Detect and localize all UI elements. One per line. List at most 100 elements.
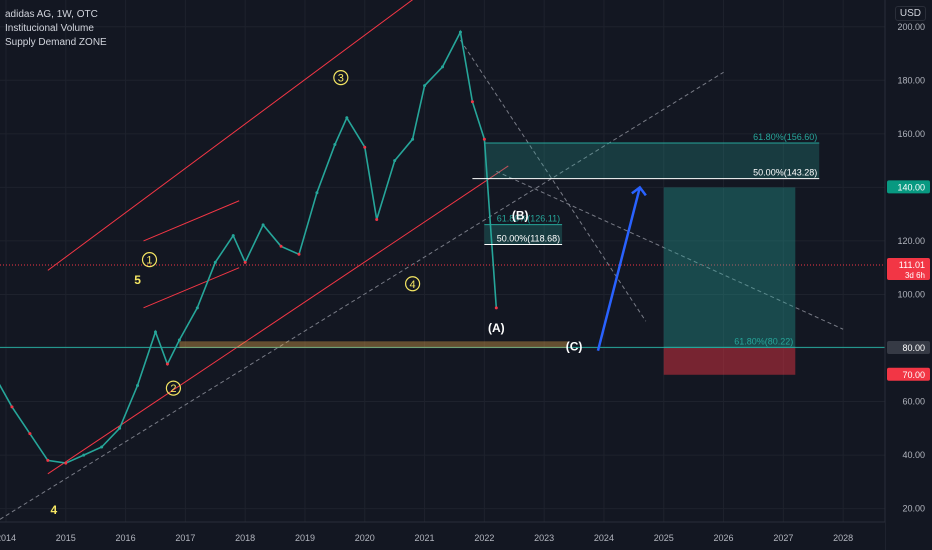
x-tick-label: 2021 bbox=[415, 533, 435, 543]
price-point bbox=[195, 306, 199, 310]
price-point bbox=[231, 234, 235, 238]
fib-label: 61.80%(156.60) bbox=[753, 132, 817, 142]
zone-rect bbox=[484, 224, 563, 245]
x-tick-label: 2026 bbox=[714, 533, 734, 543]
wedge-lower-line bbox=[143, 267, 240, 309]
x-tick-label: 2025 bbox=[654, 533, 674, 543]
channel-lower-line bbox=[47, 165, 509, 475]
x-tick-label: 2014 bbox=[0, 533, 16, 543]
wave-label: 3 bbox=[338, 73, 344, 85]
demand-zones bbox=[179, 142, 820, 375]
y-tick-label: 60.00 bbox=[902, 397, 925, 407]
price-point bbox=[315, 191, 319, 195]
price-point bbox=[411, 137, 415, 141]
wave-label: 2 bbox=[170, 383, 176, 395]
price-point bbox=[153, 330, 157, 334]
price-tag-label: 70.00 bbox=[902, 370, 925, 380]
zone-rect bbox=[663, 348, 796, 375]
wave-circle bbox=[141, 252, 158, 268]
y-tick-label: 120.00 bbox=[897, 236, 925, 246]
wave-circle bbox=[333, 70, 349, 86]
price-point bbox=[177, 338, 181, 342]
x-tick-label: 2028 bbox=[833, 533, 853, 543]
x-tick-label: 2023 bbox=[534, 533, 554, 543]
price-point bbox=[482, 137, 486, 141]
price-tag-label: 111.01 bbox=[899, 260, 925, 270]
wave-labels: 12345(A)(B)(C)54 bbox=[50, 70, 583, 517]
wave-circle bbox=[405, 276, 421, 292]
price-point bbox=[423, 84, 427, 88]
price-point bbox=[375, 218, 379, 222]
fib-label: 61.80%(80.22) bbox=[734, 336, 793, 346]
dashed-projection-line bbox=[460, 39, 647, 322]
x-tick-label: 2017 bbox=[175, 533, 195, 543]
wave-label: (C) bbox=[566, 340, 583, 354]
y-tick-label: 40.00 bbox=[902, 450, 925, 460]
fib-levels: 61.80%(156.60) 50.00%(143.28) 61.80%(126.1… bbox=[472, 132, 820, 348]
channel-upper-line bbox=[47, 0, 414, 271]
price-point bbox=[82, 453, 86, 457]
price-tag bbox=[887, 367, 930, 381]
dashed-projection-line-2 bbox=[496, 170, 844, 330]
price-tag-sub: 3d 6h bbox=[905, 271, 925, 280]
price-tag-label: 80.00 bbox=[902, 343, 925, 353]
x-tick-label: 2018 bbox=[235, 533, 255, 543]
price-point bbox=[165, 362, 169, 366]
price-series bbox=[0, 29, 498, 465]
indicator-label-zone[interactable]: Supply Demand ZONE bbox=[5, 37, 107, 48]
price-point bbox=[100, 445, 104, 449]
zone-rect bbox=[663, 187, 796, 348]
price-line bbox=[0, 29, 498, 464]
y-tick-label: 100.00 bbox=[897, 289, 925, 299]
time-axis: 2014 2015 2016 2017 2018 2019 2020 2021 2022 2023… bbox=[0, 521, 885, 550]
wave-label: (B) bbox=[512, 209, 529, 223]
price-point bbox=[297, 252, 301, 256]
projection-arrow bbox=[596, 185, 647, 351]
y-tick-label: 160.00 bbox=[897, 129, 925, 139]
y-tick-label: 200.00 bbox=[897, 22, 925, 32]
y-tick-label: 180.00 bbox=[897, 75, 925, 85]
indicator-label-volume[interactable]: Institucional Volume bbox=[5, 23, 94, 34]
chart-grid bbox=[0, 0, 885, 522]
fib-label: 50.00%(118.68) bbox=[497, 233, 560, 243]
wedge-upper-line bbox=[143, 200, 240, 242]
price-point bbox=[10, 405, 14, 409]
currency-button[interactable]: USD bbox=[894, 6, 926, 21]
price-axis: 200.00 180.00 160.00 140.00 120.00 100.00 80.0… bbox=[884, 0, 932, 550]
x-tick-label: 2022 bbox=[474, 533, 494, 543]
price-point bbox=[64, 461, 68, 465]
price-point bbox=[494, 306, 498, 310]
price-point bbox=[393, 159, 397, 163]
x-tick-label: 2019 bbox=[295, 533, 315, 543]
symbol-title[interactable]: adidas AG, 1W, OTC bbox=[5, 9, 98, 20]
wave-circle bbox=[165, 380, 182, 396]
wave-label: 1 bbox=[146, 255, 152, 267]
y-tick-label: 20.00 bbox=[902, 504, 925, 514]
fib-label: 50.00%(143.28) bbox=[753, 168, 817, 178]
x-tick-label: 2024 bbox=[594, 533, 614, 543]
price-point bbox=[333, 143, 337, 147]
arrow-head bbox=[631, 185, 647, 197]
price-point bbox=[279, 244, 283, 248]
price-point bbox=[458, 30, 462, 34]
price-point bbox=[261, 223, 265, 227]
zone-rect bbox=[179, 341, 569, 348]
arrow-shaft bbox=[596, 187, 642, 351]
price-point bbox=[243, 260, 247, 264]
price-point bbox=[345, 116, 349, 120]
fib-label: 61.80%(126.11) bbox=[497, 214, 560, 224]
price-point bbox=[46, 458, 50, 462]
x-tick-label: 2020 bbox=[355, 533, 375, 543]
x-tick-label: 2027 bbox=[773, 533, 793, 543]
wave-label: 4 bbox=[410, 279, 416, 291]
wave-label: 4 bbox=[50, 503, 57, 517]
price-tag-label: 140.00 bbox=[897, 182, 925, 192]
price-tag bbox=[887, 341, 930, 354]
price-point bbox=[28, 432, 32, 436]
axis-bg bbox=[0, 522, 885, 550]
zone-rect bbox=[484, 142, 820, 179]
x-tick-label: 2015 bbox=[56, 533, 76, 543]
dashed-trend-line bbox=[0, 71, 724, 520]
price-point bbox=[441, 65, 444, 69]
